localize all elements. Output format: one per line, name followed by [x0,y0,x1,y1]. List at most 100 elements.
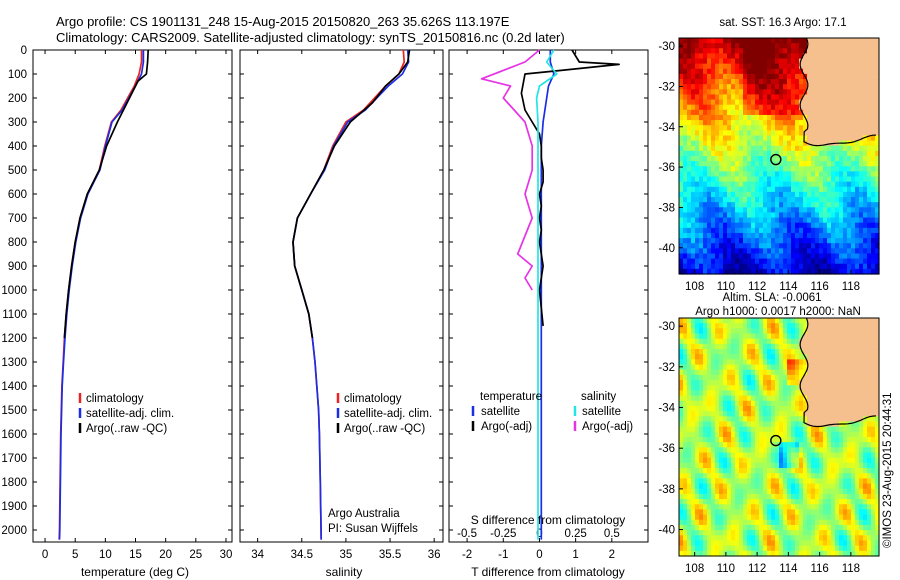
data-cell [807,263,812,270]
data-cell [699,323,704,329]
land-cell [851,99,856,106]
data-cell [687,390,692,397]
data-cell [827,156,832,162]
data-cell [755,411,760,417]
data-cell [775,359,780,366]
data-cell [823,217,828,224]
data-cell [787,354,792,360]
data-cell [723,145,728,152]
data-cell [739,73,744,80]
data-cell [759,202,764,208]
land-cell [867,364,872,371]
data-cell [831,150,836,157]
data-cell [759,550,764,557]
data-cell [815,186,820,193]
land-cell [871,58,876,65]
land-cell [867,328,872,335]
data-cell [791,150,796,157]
land-cell [855,369,860,376]
data-cell [755,457,760,464]
data-cell [859,509,864,516]
land-cell [839,349,844,355]
data-cell [779,181,784,188]
data-cell [699,452,704,459]
data-cell [827,530,832,536]
data-cell [715,89,720,96]
data-cell [703,135,708,142]
data-cell [735,99,740,106]
data-cell [727,545,732,552]
data-cell [791,338,796,345]
data-cell [711,53,716,60]
data-cell [687,535,692,542]
data-cell [871,222,876,229]
land-cell [851,79,856,85]
data-cell [787,248,792,255]
data-cell [823,462,828,469]
data-cell [727,186,732,193]
data-cell [691,473,696,479]
data-cell [783,238,788,244]
data-cell [767,318,772,324]
data-cell [747,120,752,126]
data-cell [751,338,756,345]
land-cell [815,385,820,392]
data-cell [783,135,788,142]
depth-tick-label: 500 [8,165,27,177]
land-cell [835,94,840,101]
data-cell [855,535,860,542]
data-cell [815,248,820,255]
land-cell [863,89,868,96]
land-cell [847,58,852,65]
data-cell [799,258,804,265]
data-cell [839,488,844,495]
data-cell [715,462,720,469]
data-cell [843,258,848,265]
data-cell [723,243,728,249]
land-cell [835,405,840,412]
data-cell [831,202,836,208]
data-cell [803,197,808,203]
land-cell [847,380,852,386]
data-cell [743,452,748,459]
land-cell [847,323,852,329]
data-cell [867,181,872,188]
land-cell [847,73,852,80]
land-cell [855,390,860,397]
data-cell [723,222,728,229]
data-cell [851,166,856,172]
data-cell [819,227,824,234]
data-cell [791,207,796,214]
data-cell [743,197,748,203]
data-cell [679,359,684,366]
land-cell [847,405,852,412]
land-cell [807,354,812,360]
data-cell [787,468,792,474]
data-cell [687,176,692,183]
data-cell [791,483,796,490]
data-cell [811,207,816,214]
data-cell [799,73,804,80]
data-cell [751,79,756,85]
land-cell [871,390,876,397]
data-cell [863,176,868,183]
data-cell [847,156,852,162]
data-cell [823,488,828,495]
data-cell [835,268,840,275]
land-cell [807,58,812,65]
data-cell [875,166,880,172]
data-cell [799,514,804,521]
data-cell [839,176,844,183]
data-cell [715,38,720,44]
data-cell [795,452,800,459]
data-cell [835,248,840,255]
data-cell [711,150,716,157]
data-cell [731,530,736,536]
data-cell [731,232,736,239]
data-cell [727,395,732,402]
data-cell [871,416,876,423]
data-cell [711,130,716,137]
data-cell [703,114,708,121]
data-cell [767,535,772,542]
data-cell [683,343,688,350]
